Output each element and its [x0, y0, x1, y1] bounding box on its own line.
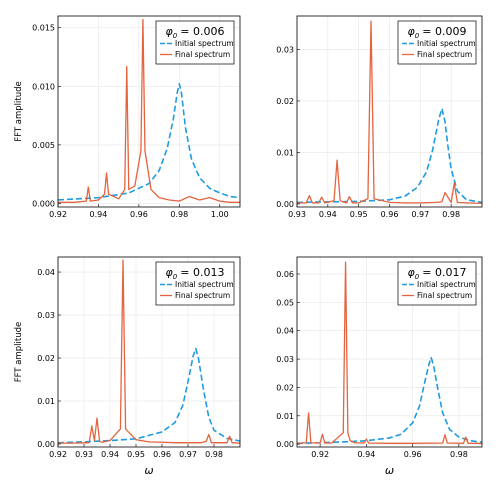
y-tick-label: 0.01 — [276, 148, 294, 157]
y-tick-label: 0.02 — [37, 354, 55, 363]
phi-value: = 0.006 — [180, 25, 224, 38]
legend-label-final: Final spectrum — [417, 50, 472, 59]
initial-spectrum-line — [57, 83, 241, 201]
legend-box — [155, 20, 235, 65]
phi-symbol: φ — [408, 266, 416, 279]
chart-panel-1: 0.92 0.94 0.96 0.98 1.00 0.000 0.005 0.010 0.015… — [14, 15, 241, 219]
x-tick-label: 0.95 — [350, 210, 368, 219]
y-tick-label: 0.01 — [37, 397, 55, 406]
legend-title: φ0 = 0.013 — [166, 266, 225, 281]
y-tick-label: 0.00 — [276, 440, 294, 449]
x-axis-label: ω — [385, 464, 394, 477]
initial-spectrum-line — [296, 356, 483, 445]
x-tick-label: 0.92 — [311, 450, 329, 459]
x-tick-label: 0.96 — [404, 450, 422, 459]
phi-symbol: φ — [166, 266, 174, 279]
x-tick-label: 0.98 — [205, 450, 223, 459]
legend-label-final: Final spectrum — [175, 291, 230, 300]
y-tick-label: 0.03 — [276, 355, 294, 364]
chart-panel-2: 0.93 0.94 0.95 0.96 0.97 0.98 0.00 0.01 0.02 0.03… — [276, 15, 483, 219]
x-tick-label: 0.94 — [319, 210, 337, 219]
y-tick-label: 0.015 — [32, 24, 55, 33]
y-tick-label: 0.000 — [32, 199, 55, 208]
phi-symbol: φ — [166, 25, 174, 38]
y-axis-label: FFT amplitude — [14, 322, 24, 382]
x-tick-label: 0.96 — [381, 210, 399, 219]
y-tick-label: 0.005 — [32, 141, 55, 150]
y-tick-label: 0.02 — [276, 383, 294, 392]
x-tick-label: 0.94 — [101, 450, 119, 459]
phi-subscript: 0 — [173, 32, 178, 40]
legend-label-final: Final spectrum — [417, 291, 472, 300]
initial-spectrum-line — [57, 347, 241, 444]
y-tick-label: 0.04 — [37, 268, 55, 277]
phi-value: = 0.013 — [180, 266, 224, 279]
legend-title: φ0 = 0.017 — [408, 266, 467, 281]
final-spectrum-line — [58, 18, 240, 203]
legend-title: φ0 = 0.006 — [166, 25, 225, 40]
y-tick-label: 0.010 — [32, 82, 55, 91]
plot-frame — [57, 15, 241, 208]
legend-label-initial: Initial spectrum — [417, 39, 476, 48]
x-tick-label: 0.96 — [153, 450, 171, 459]
x-tick-label: 0.97 — [411, 210, 429, 219]
legend-label-initial: Initial spectrum — [175, 39, 234, 48]
phi-value: = 0.009 — [422, 25, 466, 38]
phi-symbol: φ — [408, 25, 416, 38]
y-tick-label: 0.00 — [37, 440, 55, 449]
x-tick-label: 0.92 — [49, 210, 67, 219]
legend-box — [397, 261, 477, 306]
final-spectrum-line — [297, 20, 483, 205]
x-tick-label: 0.97 — [179, 450, 197, 459]
y-tick-label: 0.06 — [276, 270, 294, 279]
x-tick-label: 0.95 — [127, 450, 145, 459]
legend-title: φ0 = 0.009 — [408, 25, 467, 40]
legend-box — [397, 20, 477, 65]
plot-frame — [296, 256, 483, 448]
phi-subscript: 0 — [415, 273, 420, 281]
x-tick-label: 0.94 — [90, 210, 108, 219]
x-tick-label: 0.93 — [75, 450, 93, 459]
y-tick-label: 0.05 — [276, 298, 294, 307]
legend-box — [155, 261, 235, 306]
y-tick-label: 0.03 — [276, 45, 294, 54]
phi-subscript: 0 — [415, 32, 420, 40]
x-tick-label: 0.98 — [170, 210, 188, 219]
plot-frame — [57, 256, 241, 448]
x-axis-label: ω — [144, 464, 153, 477]
legend-label-initial: Initial spectrum — [417, 280, 476, 289]
y-tick-label: 0.02 — [276, 97, 294, 106]
legend-label-final: Final spectrum — [175, 50, 230, 59]
phi-value: = 0.017 — [422, 266, 466, 279]
x-tick-label: 0.94 — [357, 450, 375, 459]
chart-panel-3: 0.92 0.93 0.94 0.95 0.96 0.97 0.98 0.00 0.01 0.02… — [14, 256, 241, 477]
y-tick-label: 0.03 — [37, 311, 55, 320]
final-spectrum-line — [58, 259, 241, 444]
chart-panel-4: 0.92 0.94 0.96 0.98 0.00 0.01 0.02 0.03 0.04 0.05… — [276, 256, 483, 477]
x-tick-label: 0.93 — [288, 210, 306, 219]
phi-subscript: 0 — [173, 273, 178, 281]
x-tick-label: 0.92 — [49, 450, 67, 459]
x-tick-label: 0.98 — [442, 210, 460, 219]
x-tick-label: 1.00 — [211, 210, 229, 219]
y-tick-label: 0.04 — [276, 327, 294, 336]
initial-spectrum-line — [296, 107, 483, 204]
final-spectrum-line — [296, 261, 483, 445]
legend-label-initial: Initial spectrum — [175, 280, 234, 289]
x-tick-label: 0.98 — [450, 450, 468, 459]
x-tick-label: 0.96 — [130, 210, 148, 219]
y-tick-label: 0.01 — [276, 412, 294, 421]
y-axis-label: FFT amplitude — [14, 81, 24, 141]
y-tick-label: 0.00 — [276, 200, 294, 209]
